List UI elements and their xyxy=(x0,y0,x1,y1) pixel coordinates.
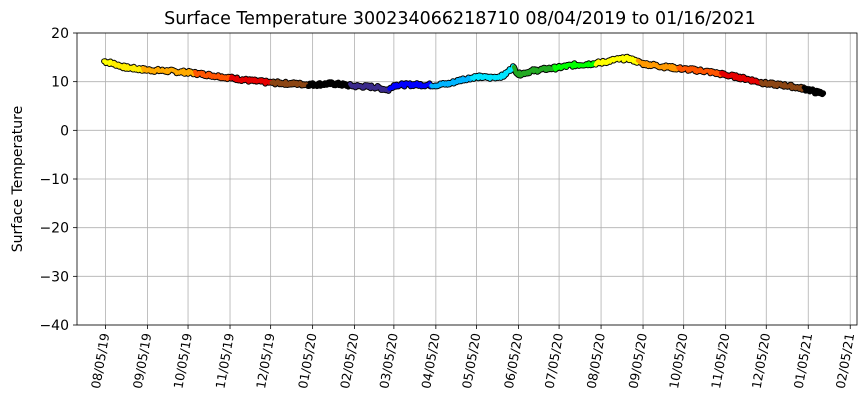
x-tick-label: 09/05/19 xyxy=(130,332,155,390)
series-surface-temperature xyxy=(101,53,827,98)
x-tick-label: 06/05/20 xyxy=(501,332,526,390)
x-tick-label: 03/05/20 xyxy=(376,332,401,390)
series-segment xyxy=(269,79,311,88)
x-tick-label: 11/05/19 xyxy=(212,332,237,390)
series-segment xyxy=(140,66,198,77)
series-segment xyxy=(470,64,516,81)
x-tick-label: 12/05/19 xyxy=(253,332,278,390)
series-segment xyxy=(387,81,434,91)
y-tick-label: 10 xyxy=(51,75,69,91)
x-tick-label: 02/05/21 xyxy=(833,332,858,390)
y-tick-label: −40 xyxy=(39,318,69,334)
x-tick-label: 08/05/20 xyxy=(583,332,608,390)
y-tick-label: 0 xyxy=(60,123,69,139)
chart-title: Surface Temperature 300234066218710 08/0… xyxy=(164,9,756,29)
y-tick-label: 20 xyxy=(51,26,69,42)
x-tick-label: 10/05/20 xyxy=(666,332,691,390)
series-segment xyxy=(511,64,557,78)
y-tick-label: −30 xyxy=(39,269,69,285)
plot-frame xyxy=(76,32,858,326)
series-segment xyxy=(552,61,598,72)
x-tick-label: 08/05/19 xyxy=(88,332,113,390)
x-tick-label: 12/05/20 xyxy=(749,332,774,390)
series-segment xyxy=(759,79,806,92)
x-tick-label: 02/05/20 xyxy=(337,332,362,390)
series-segment xyxy=(801,85,826,97)
x-tick-label: 01/05/21 xyxy=(791,332,816,390)
series-segment xyxy=(228,74,274,86)
series-segment xyxy=(635,58,681,72)
x-tick-label: 04/05/20 xyxy=(418,332,443,390)
series-segment xyxy=(429,75,474,89)
series-segment xyxy=(348,82,392,93)
series-segment xyxy=(593,54,640,67)
series-segment xyxy=(111,60,145,73)
y-axis-label: Surface Temperature xyxy=(10,106,26,252)
x-tick-label: 05/05/20 xyxy=(459,332,484,390)
y-tick-label: −20 xyxy=(39,221,69,237)
x-tick-label: 01/05/20 xyxy=(295,332,320,390)
x-tick-label: 11/05/20 xyxy=(708,332,733,390)
x-tick-label: 10/05/19 xyxy=(170,332,195,390)
x-tick-label: 09/05/20 xyxy=(625,332,650,390)
series-segment xyxy=(719,70,763,85)
y-tick-label: −10 xyxy=(39,172,69,188)
x-tick-label: 07/05/20 xyxy=(542,332,567,390)
series-segment xyxy=(676,65,724,78)
series-segment xyxy=(306,80,353,89)
series-segment xyxy=(193,69,233,82)
